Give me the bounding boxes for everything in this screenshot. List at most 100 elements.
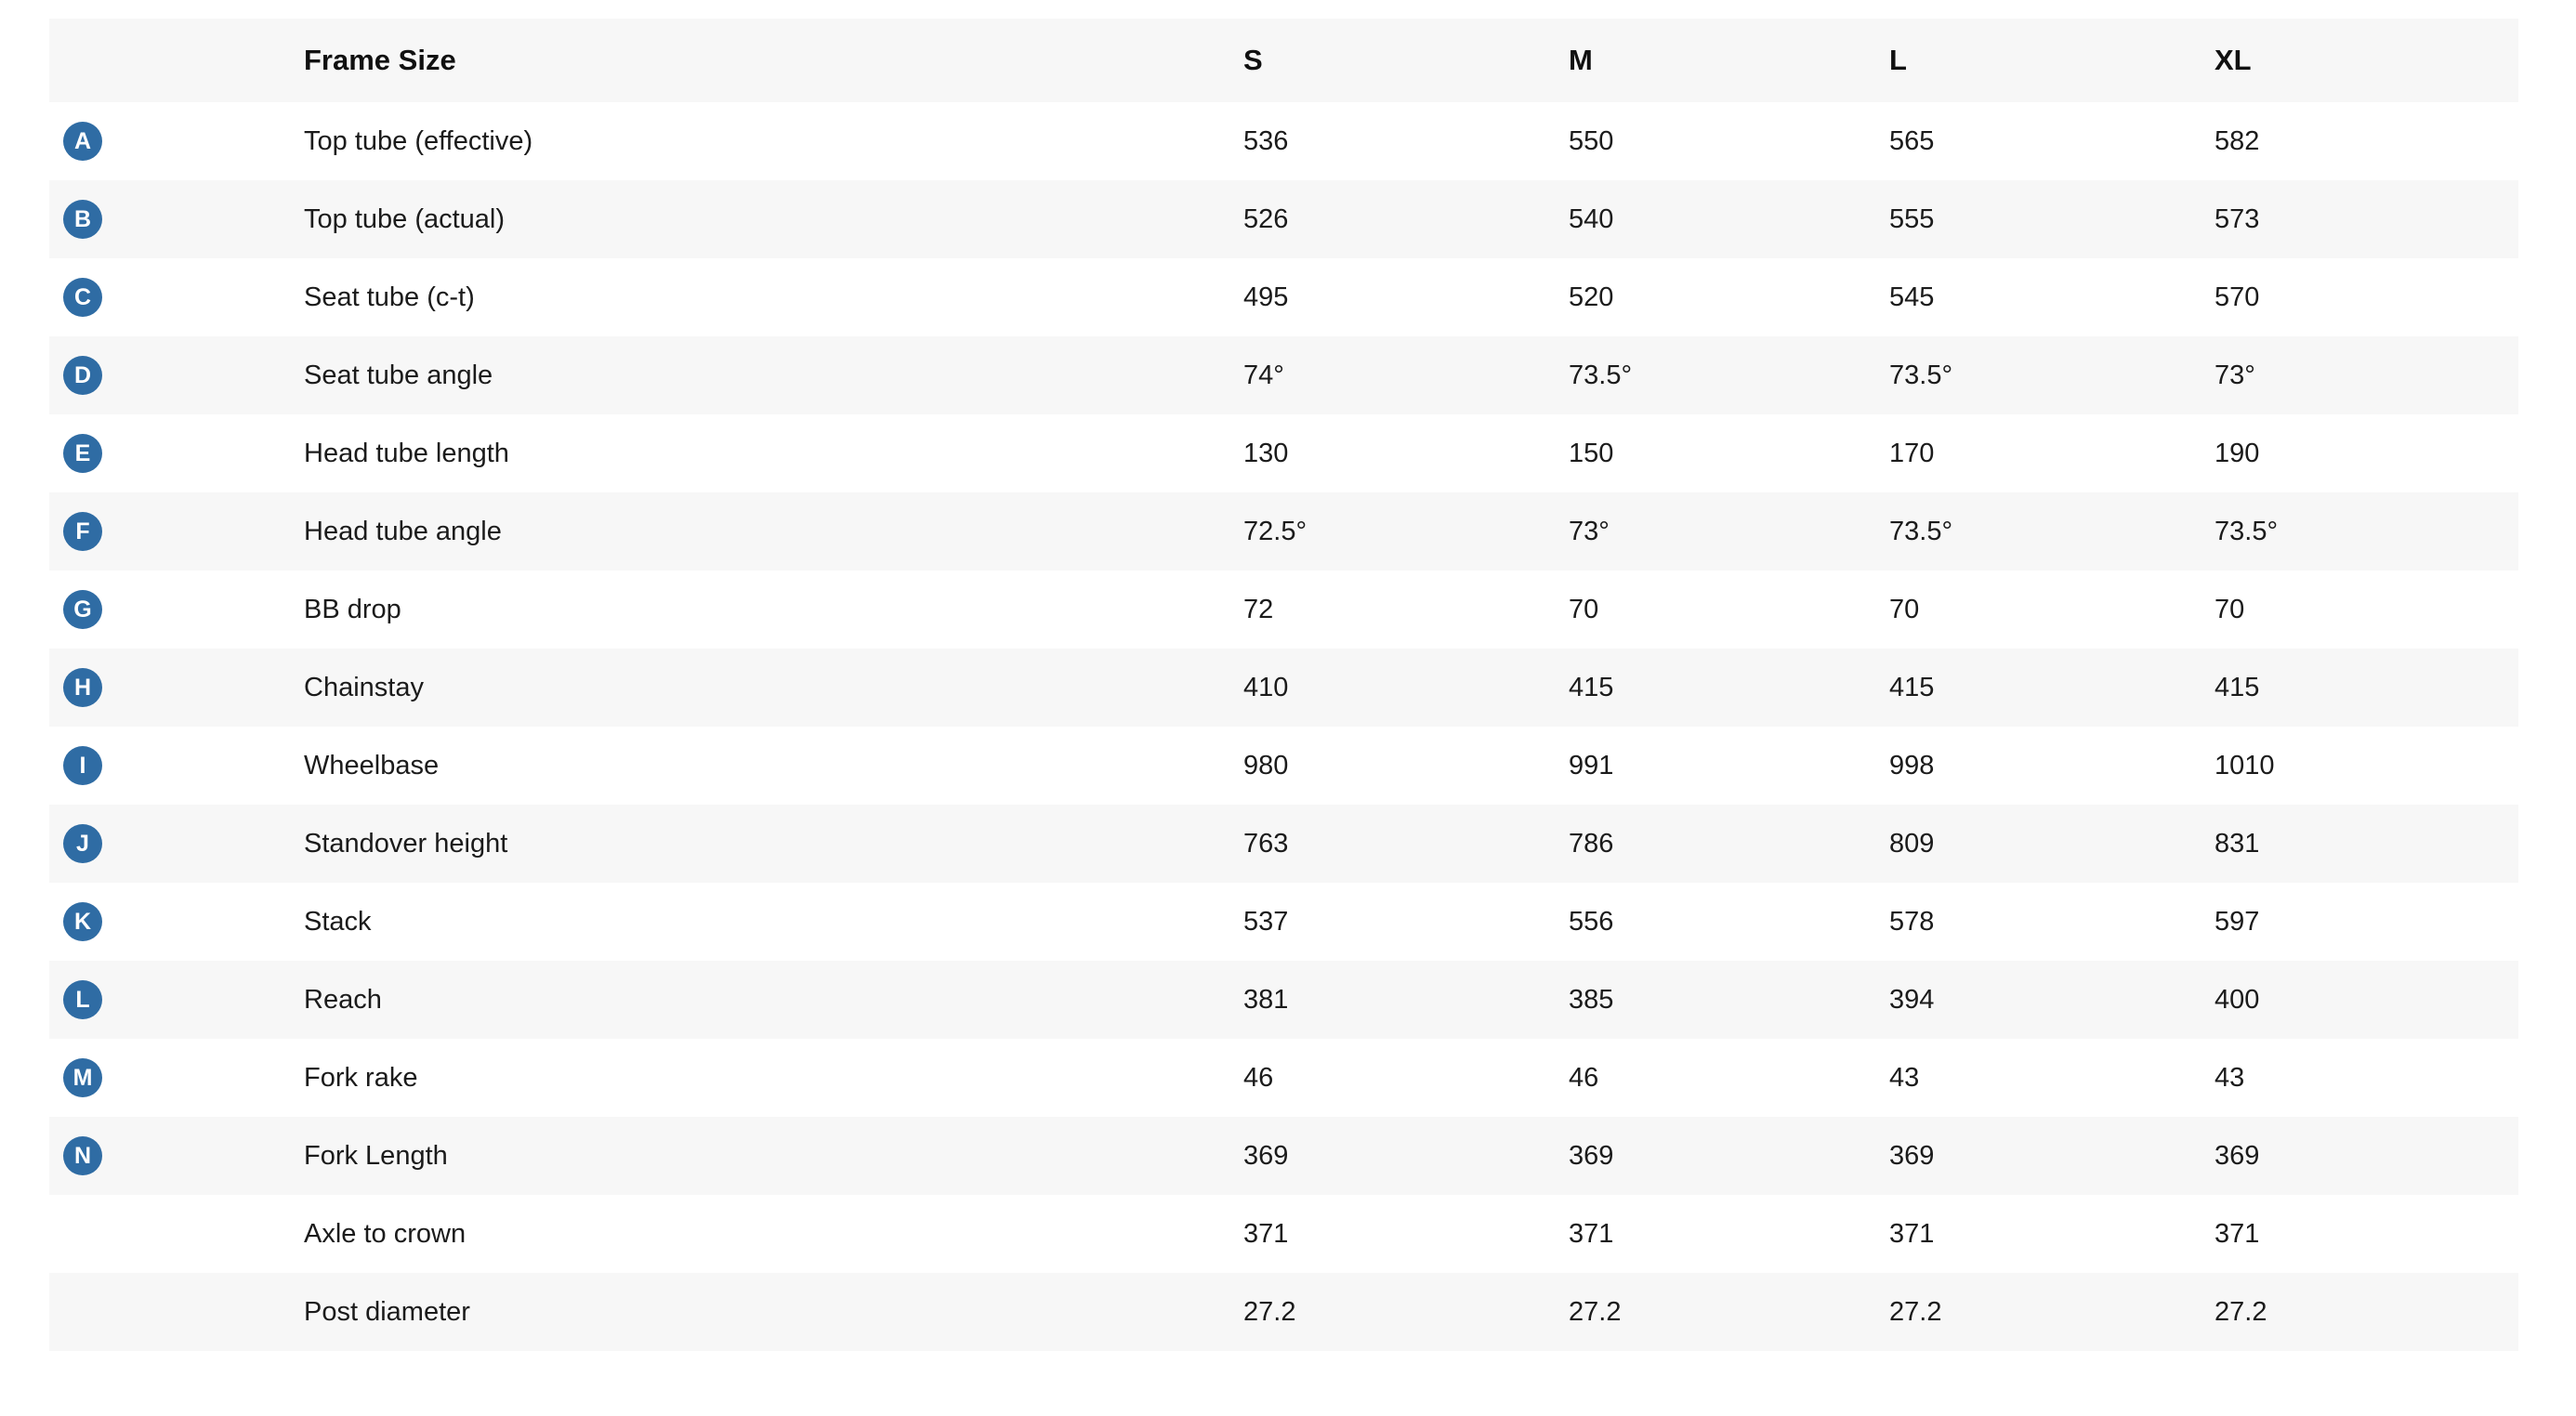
cell-value: 998 xyxy=(1889,750,1935,780)
cell-value: 371 xyxy=(1569,1218,1614,1249)
row-letter-badge: L xyxy=(63,980,102,1019)
cell-value: 786 xyxy=(1569,828,1614,859)
cell-value: 415 xyxy=(1889,672,1935,702)
table-row: C Seat tube (c-t) 495 520 545 570 xyxy=(49,258,2518,336)
table-row: F Head tube angle 72.5° 73° 73.5° 73.5° xyxy=(49,492,2518,570)
row-label: Wheelbase xyxy=(304,750,440,780)
table-row: A Top tube (effective) 536 550 565 582 xyxy=(49,102,2518,180)
row-label: Head tube length xyxy=(304,438,509,468)
cell-value: 980 xyxy=(1243,750,1289,780)
cell-value: 371 xyxy=(2215,1218,2260,1249)
row-letter-badge: K xyxy=(63,902,102,941)
row-label: Top tube (effective) xyxy=(304,125,533,156)
row-badge-cell: F xyxy=(49,512,304,551)
cell-value: 526 xyxy=(1243,203,1289,234)
row-label: Standover height xyxy=(304,828,508,859)
cell-value: 72.5° xyxy=(1243,516,1308,546)
row-letter-badge: E xyxy=(63,434,102,473)
row-label: Stack xyxy=(304,906,372,937)
row-label: Top tube (actual) xyxy=(304,203,506,234)
cell-value: 565 xyxy=(1889,125,1935,156)
cell-value: 582 xyxy=(2215,125,2260,156)
cell-value: 369 xyxy=(1243,1140,1289,1171)
row-letter-badge: F xyxy=(63,512,102,551)
cell-value: 43 xyxy=(2215,1062,2245,1093)
cell-value: 27.2 xyxy=(1243,1296,1296,1327)
row-badge-cell: J xyxy=(49,824,304,863)
cell-value: 70 xyxy=(1569,594,1599,624)
table-row: B Top tube (actual) 526 540 555 573 xyxy=(49,180,2518,258)
cell-value: 831 xyxy=(2215,828,2260,859)
cell-value: 385 xyxy=(1569,984,1614,1015)
row-label: Axle to crown xyxy=(304,1218,467,1249)
column-header-size-s: S xyxy=(1243,44,1263,76)
row-badge-cell: K xyxy=(49,902,304,941)
cell-value: 190 xyxy=(2215,438,2260,468)
cell-value: 809 xyxy=(1889,828,1935,859)
table-row: M Fork rake 46 46 43 43 xyxy=(49,1039,2518,1117)
cell-value: 991 xyxy=(1569,750,1614,780)
row-label: Seat tube (c-t) xyxy=(304,282,475,312)
row-badge-cell: C xyxy=(49,278,304,317)
table-row: K Stack 537 556 578 597 xyxy=(49,883,2518,961)
row-label: BB drop xyxy=(304,594,401,624)
table-row: Post diameter 27.2 27.2 27.2 27.2 xyxy=(49,1273,2518,1351)
column-header-size-l: L xyxy=(1889,44,1907,76)
row-letter-badge: D xyxy=(63,356,102,395)
cell-value: 545 xyxy=(1889,282,1935,312)
row-badge-cell: I xyxy=(49,746,304,785)
row-badge-cell: G xyxy=(49,590,304,629)
cell-value: 27.2 xyxy=(1569,1296,1622,1327)
cell-value: 43 xyxy=(1889,1062,1920,1093)
cell-value: 27.2 xyxy=(2215,1296,2267,1327)
cell-value: 170 xyxy=(1889,438,1935,468)
cell-value: 369 xyxy=(1569,1140,1614,1171)
cell-value: 369 xyxy=(2215,1140,2260,1171)
cell-value: 763 xyxy=(1243,828,1289,859)
frame-geometry-table: Frame Size S M L XL A Top tube (effective… xyxy=(49,19,2518,1351)
row-letter-badge: I xyxy=(63,746,102,785)
cell-value: 46 xyxy=(1569,1062,1599,1093)
row-label: Reach xyxy=(304,984,382,1015)
row-letter-badge: G xyxy=(63,590,102,629)
cell-value: 70 xyxy=(1889,594,1920,624)
cell-value: 70 xyxy=(2215,594,2245,624)
row-letter-badge: M xyxy=(63,1058,102,1097)
cell-value: 74° xyxy=(1243,360,1284,390)
cell-value: 400 xyxy=(2215,984,2260,1015)
table-row: Axle to crown 371 371 371 371 xyxy=(49,1195,2518,1273)
table-row: J Standover height 763 786 809 831 xyxy=(49,805,2518,883)
row-badge-cell: A xyxy=(49,122,304,161)
cell-value: 550 xyxy=(1569,125,1614,156)
table-body: A Top tube (effective) 536 550 565 582 B Top tu… xyxy=(49,102,2518,1351)
cell-value: 27.2 xyxy=(1889,1296,1942,1327)
cell-value: 415 xyxy=(1569,672,1614,702)
row-badge-cell: N xyxy=(49,1136,304,1175)
cell-value: 394 xyxy=(1889,984,1935,1015)
row-letter-badge: N xyxy=(63,1136,102,1175)
row-letter-badge: B xyxy=(63,200,102,239)
table-row: E Head tube length 130 150 170 190 xyxy=(49,414,2518,492)
cell-value: 72 xyxy=(1243,594,1274,624)
row-badge-cell: E xyxy=(49,434,304,473)
column-header-size-xl: XL xyxy=(2215,44,2252,76)
row-label: Fork Length xyxy=(304,1140,448,1171)
table-header-row: Frame Size S M L XL xyxy=(49,19,2518,102)
column-header-frame-size: Frame Size xyxy=(304,44,456,76)
cell-value: 369 xyxy=(1889,1140,1935,1171)
cell-value: 537 xyxy=(1243,906,1289,937)
cell-value: 73° xyxy=(2215,360,2255,390)
cell-value: 410 xyxy=(1243,672,1289,702)
cell-value: 73.5° xyxy=(1889,516,1953,546)
row-badge-cell: M xyxy=(49,1058,304,1097)
row-letter-badge: A xyxy=(63,122,102,161)
cell-value: 371 xyxy=(1243,1218,1289,1249)
cell-value: 540 xyxy=(1569,203,1614,234)
cell-value: 371 xyxy=(1889,1218,1935,1249)
table-row: G BB drop 72 70 70 70 xyxy=(49,570,2518,649)
cell-value: 578 xyxy=(1889,906,1935,937)
table-row: H Chainstay 410 415 415 415 xyxy=(49,649,2518,727)
row-letter-badge: C xyxy=(63,278,102,317)
row-letter-badge: J xyxy=(63,824,102,863)
table-row: L Reach 381 385 394 400 xyxy=(49,961,2518,1039)
